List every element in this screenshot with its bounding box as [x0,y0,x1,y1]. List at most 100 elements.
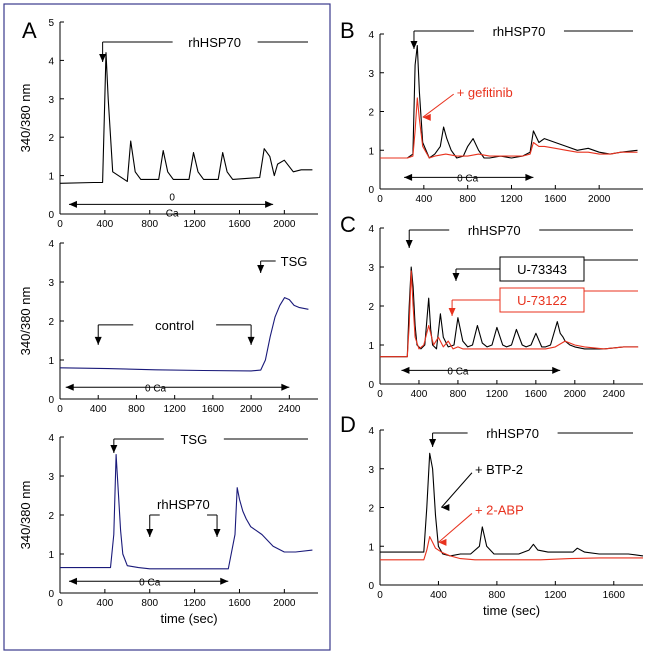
tsg-arrowhead [257,265,265,273]
y-tick-label: 1 [48,550,54,561]
y-tick-label: 3 [368,263,374,274]
x-tick-label: 800 [450,389,467,400]
panel-label-c: C [340,212,356,237]
x-tick-label: 1200 [183,598,206,609]
bath-label: 0 Ca [145,383,167,394]
agonist-label: rhHSP70 [468,223,521,238]
hsp-label: rhHSP70 [157,497,210,512]
y-tick-label: 1 [48,172,54,183]
y-tick-label: 1 [368,146,374,157]
x-tick-label: 1600 [228,219,251,230]
y-tick-label: 3 [48,278,54,289]
agonist-arrowhead [405,240,413,248]
y-tick-label: 3 [368,465,374,476]
bath-label: 0 Ca [447,366,469,377]
abp2-arrowhead [438,538,447,546]
agonist-arrowhead [410,41,418,49]
x-tick-label: 1600 [525,389,548,400]
y-tick-label: 4 [368,30,374,41]
y-tick-label: 5 [48,18,54,29]
y-tick-label: 2 [368,108,374,119]
y-tick-label: 3 [48,472,54,483]
x-tick-label: 1200 [500,194,523,205]
x-tick-label: 2000 [588,194,611,205]
series-line-1 [60,454,313,570]
series-line-1 [380,452,644,557]
y-tick-label: 4 [48,239,54,250]
agonist-label: rhHSP70 [493,24,546,39]
agonist-label: rhHSP70 [188,35,241,50]
gefitinib-label: + gefitinib [457,85,513,100]
bath-arrowhead-right [220,577,229,585]
panel-label-d: D [340,412,356,437]
x-tick-label: 1600 [544,194,567,205]
y-tick-label: 2 [368,302,374,313]
y-axis-label: 340/380 nm [18,287,33,356]
chart-panel-4: 0 1 2 3 4 0 400 800 1200 1600 2000 rhHSP70 + gefitin… [368,24,643,205]
abp2-label: + 2-ABP [475,502,524,517]
chart-panel-5: 0 1 2 3 4 0 400 800 1200 1600 2000 2400 rhHSP70 U-733… [368,223,643,400]
u73343-box [499,256,585,282]
x-tick-label: 0 [377,590,383,601]
hsp-arrowhead [146,529,154,537]
x-axis-label: time (sec) [483,603,540,618]
y-tick-label: 0 [368,380,374,391]
y-axis-label: 340/380 nm [18,84,33,153]
bath-arrowhead-left [65,383,74,391]
chart-panel-6: 0 1 2 3 4 0 400 800 1200 1600 time (sec) rhHSP70 + B… [368,426,644,618]
control-arrowhead [247,336,255,345]
bath-label-top: 0 [169,192,175,203]
x-tick-label: 1600 [603,590,626,601]
y-tick-label: 0 [48,395,54,406]
series-line-1 [59,297,309,372]
x-tick-label: 800 [141,598,158,609]
hsp-arrowhead [213,529,221,537]
bath-arrowhead-left [401,366,410,374]
x-tick-label: 800 [128,404,145,415]
y-tick-label: 4 [48,433,54,444]
gefitinib-arrowhead [422,113,431,121]
y-tick-label: 3 [48,95,54,106]
panel-label-b: B [340,18,355,43]
x-tick-label: 400 [415,194,432,205]
x-tick-label: 400 [97,219,114,230]
x-tick-label: 2400 [603,389,626,400]
x-tick-label: 400 [411,389,428,400]
control-arrowhead [94,336,102,345]
chart-panel-3: 0 1 2 3 4 0 400 800 1200 1600 2000 340/380 nm time (… [18,432,318,626]
btp2-label: + BTP-2 [475,462,523,477]
x-tick-label: 1600 [228,598,251,609]
bath-arrowhead-right [525,173,534,181]
x-tick-label: 0 [57,598,63,609]
x-tick-label: 0 [377,389,383,400]
series-line-1 [380,266,639,358]
y-tick-label: 4 [48,56,54,67]
bath-label: 0 Ca [139,577,161,588]
series-line-2 [380,536,643,561]
y-tick-label: 2 [48,317,54,328]
x-tick-label: 2000 [273,598,296,609]
y-tick-label: 0 [48,210,54,221]
x-tick-label: 400 [97,598,114,609]
series-line-2 [380,97,638,159]
y-tick-label: 4 [368,426,374,437]
agonist-label: rhHSP70 [486,426,539,441]
y-tick-label: 0 [368,581,374,592]
x-tick-label: 0 [57,219,63,230]
bath-arrowhead-left [68,577,77,585]
x-tick-label: 0 [377,194,383,205]
x-tick-label: 800 [141,219,158,230]
bath-arrowhead-right [552,366,561,374]
series-line-1 [380,45,638,159]
bath-label: 0 Ca [457,173,479,184]
chart-panel-1: 0 1 2 3 4 5 0 400 800 1200 1600 2000 340/380 nm rhHSP… [18,18,318,230]
tsg-label: TSG [281,254,308,269]
btp2-pointer [440,472,473,508]
btp2-arrowhead [441,504,450,511]
x-tick-label: 1600 [202,404,225,415]
u73122-label: U-73122 [517,293,567,308]
panel-label-a: A [22,18,37,43]
gefitinib-pointer [422,93,455,118]
chart-panel-2: 0 1 2 3 4 0 400 800 1200 1600 2000 2400 340/380 nm co… [18,239,318,415]
